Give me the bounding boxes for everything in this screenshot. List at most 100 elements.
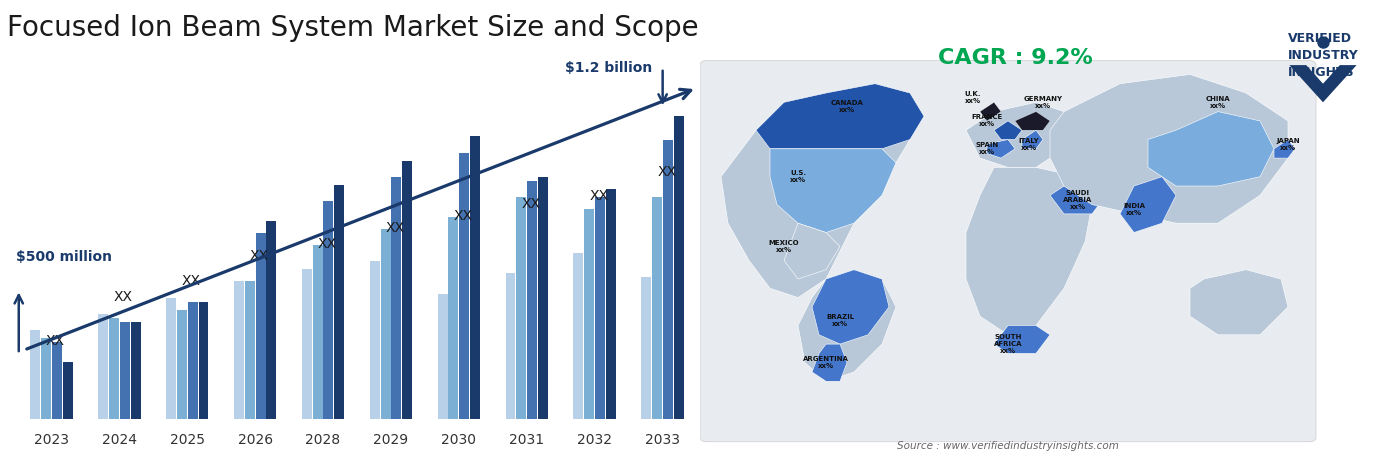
Polygon shape: [987, 140, 1015, 158]
Bar: [323, 201, 333, 418]
Polygon shape: [994, 326, 1050, 353]
Bar: [256, 233, 266, 418]
Bar: [130, 322, 140, 418]
Text: 2033: 2033: [645, 432, 680, 446]
Text: 2028: 2028: [305, 432, 340, 446]
Polygon shape: [1022, 130, 1043, 149]
Bar: [505, 273, 515, 418]
Polygon shape: [966, 102, 1078, 167]
Bar: [438, 293, 448, 418]
Polygon shape: [756, 84, 924, 149]
Bar: [574, 253, 584, 418]
Polygon shape: [1274, 140, 1295, 158]
Polygon shape: [994, 121, 1022, 140]
Bar: [41, 338, 50, 418]
Polygon shape: [1050, 177, 1106, 214]
Text: CANADA
xx%: CANADA xx%: [830, 100, 864, 113]
Text: VERIFIED
INDUSTRY
INSIGHTS: VERIFIED INDUSTRY INSIGHTS: [1288, 32, 1359, 80]
Bar: [199, 302, 209, 418]
Text: 2030: 2030: [441, 432, 476, 446]
Text: 2023: 2023: [34, 432, 69, 446]
Polygon shape: [1289, 65, 1357, 102]
Bar: [312, 245, 322, 418]
Text: CAGR : 9.2%: CAGR : 9.2%: [938, 48, 1092, 68]
Text: XX: XX: [46, 334, 64, 348]
Bar: [584, 209, 594, 418]
Text: GERMANY
xx%: GERMANY xx%: [1023, 96, 1063, 109]
Bar: [370, 261, 379, 418]
Text: ITALY
xx%: ITALY xx%: [1019, 138, 1039, 151]
Text: XX: XX: [113, 290, 133, 304]
Text: Focused Ion Beam System Market Size and Scope: Focused Ion Beam System Market Size and …: [7, 14, 699, 42]
Polygon shape: [1148, 112, 1274, 186]
Bar: [234, 281, 244, 418]
Bar: [595, 197, 605, 418]
Bar: [392, 177, 402, 418]
Bar: [63, 362, 73, 418]
Polygon shape: [966, 167, 1092, 335]
Text: 2026: 2026: [238, 432, 273, 446]
Text: 2025: 2025: [169, 432, 204, 446]
Polygon shape: [784, 223, 840, 279]
Text: SAUDI
ARABIA
xx%: SAUDI ARABIA xx%: [1064, 190, 1092, 210]
Bar: [459, 153, 469, 418]
Text: CHINA
xx%: CHINA xx%: [1205, 96, 1231, 109]
Text: JAPAN
xx%: JAPAN xx%: [1277, 138, 1299, 151]
Bar: [52, 342, 62, 418]
Text: $1.2 billion: $1.2 billion: [564, 61, 652, 75]
FancyBboxPatch shape: [700, 60, 1316, 442]
Bar: [381, 229, 391, 418]
Polygon shape: [1190, 270, 1288, 335]
Bar: [29, 330, 41, 418]
Bar: [302, 269, 312, 418]
Text: FRANCE
xx%: FRANCE xx%: [972, 114, 1002, 127]
Bar: [266, 221, 276, 418]
Text: SPAIN
xx%: SPAIN xx%: [976, 142, 998, 155]
Bar: [641, 278, 651, 418]
Text: 2031: 2031: [510, 432, 545, 446]
Bar: [664, 140, 673, 419]
Polygon shape: [980, 102, 1001, 121]
Polygon shape: [812, 270, 889, 344]
Polygon shape: [798, 270, 896, 381]
Bar: [176, 310, 186, 418]
Bar: [528, 181, 538, 418]
Bar: [120, 322, 130, 418]
Text: XX: XX: [589, 189, 608, 203]
Bar: [470, 136, 480, 418]
Text: MEXICO
xx%: MEXICO xx%: [769, 240, 799, 253]
Polygon shape: [721, 84, 924, 298]
Bar: [165, 298, 176, 418]
Text: XX: XX: [454, 209, 472, 223]
Text: XX: XX: [182, 273, 200, 287]
Text: BRAZIL
xx%: BRAZIL xx%: [826, 314, 854, 327]
Text: Source : www.verifiedindustryinsights.com: Source : www.verifiedindustryinsights.co…: [897, 441, 1119, 452]
Bar: [673, 116, 685, 418]
Text: U.K.
xx%: U.K. xx%: [965, 91, 981, 104]
Bar: [652, 197, 662, 418]
Bar: [448, 217, 458, 418]
Text: INDIA
xx%: INDIA xx%: [1123, 203, 1145, 216]
Bar: [245, 281, 255, 418]
Bar: [517, 197, 526, 418]
Bar: [98, 314, 108, 418]
Bar: [402, 160, 412, 418]
Bar: [335, 185, 344, 418]
Text: $500 million: $500 million: [15, 250, 112, 264]
Text: XX: XX: [657, 165, 676, 179]
Polygon shape: [770, 149, 896, 232]
Text: U.S.
xx%: U.S. xx%: [790, 170, 806, 183]
Polygon shape: [1050, 74, 1288, 223]
Bar: [188, 302, 197, 418]
Polygon shape: [1015, 112, 1050, 130]
Bar: [606, 189, 616, 418]
Polygon shape: [812, 344, 847, 381]
Bar: [538, 177, 549, 418]
Polygon shape: [1120, 177, 1176, 232]
Text: 2029: 2029: [374, 432, 409, 446]
Text: XX: XX: [249, 249, 269, 263]
Text: XX: XX: [521, 197, 540, 211]
Text: XX: XX: [385, 221, 405, 235]
Text: SOUTH
AFRICA
xx%: SOUTH AFRICA xx%: [994, 334, 1022, 354]
Text: 2024: 2024: [102, 432, 137, 446]
